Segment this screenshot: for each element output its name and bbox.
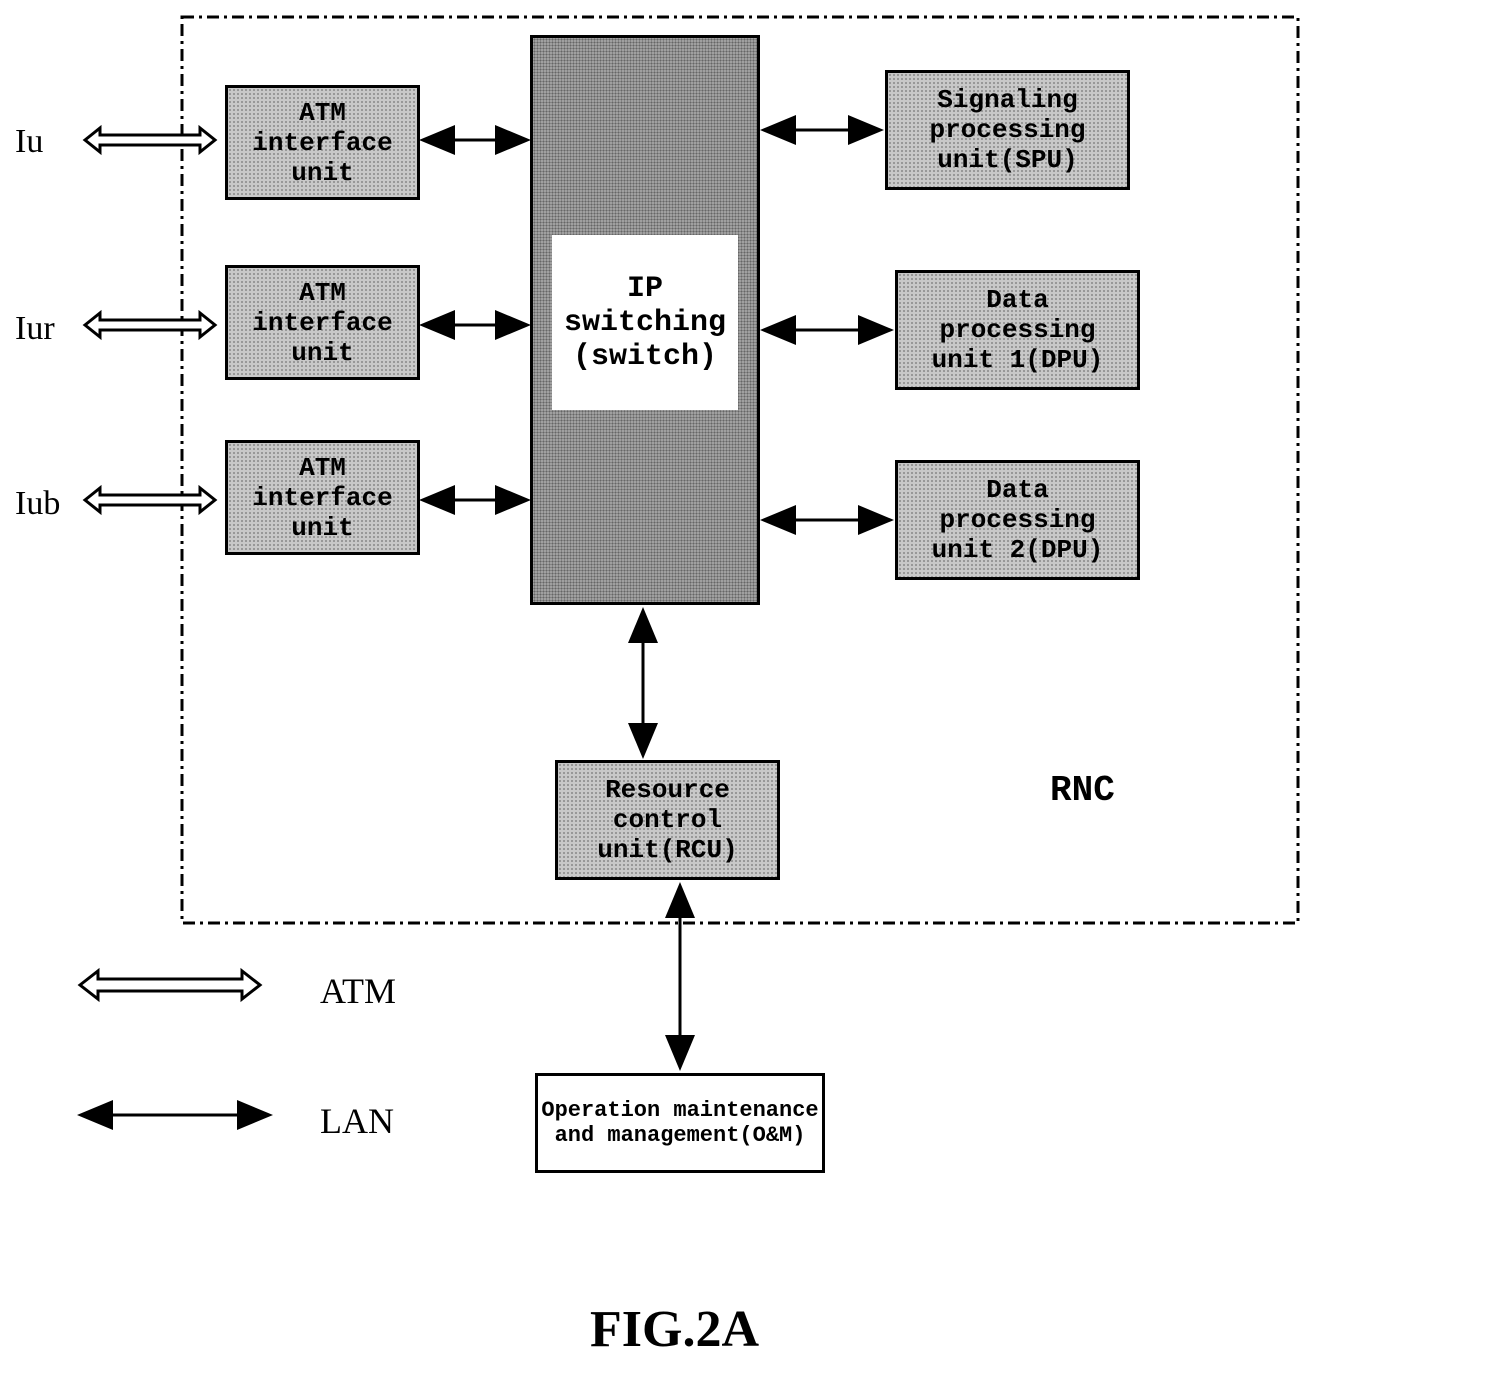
- open-arrow-iu: [85, 128, 215, 152]
- arrows-layer: [0, 0, 1502, 1397]
- open-arrow-legend: [80, 971, 260, 999]
- open-arrow-iub: [85, 488, 215, 512]
- diagram-container: { "diagram": { "type": "flowchart", "wid…: [0, 0, 1502, 1397]
- open-arrow-iur: [85, 313, 215, 337]
